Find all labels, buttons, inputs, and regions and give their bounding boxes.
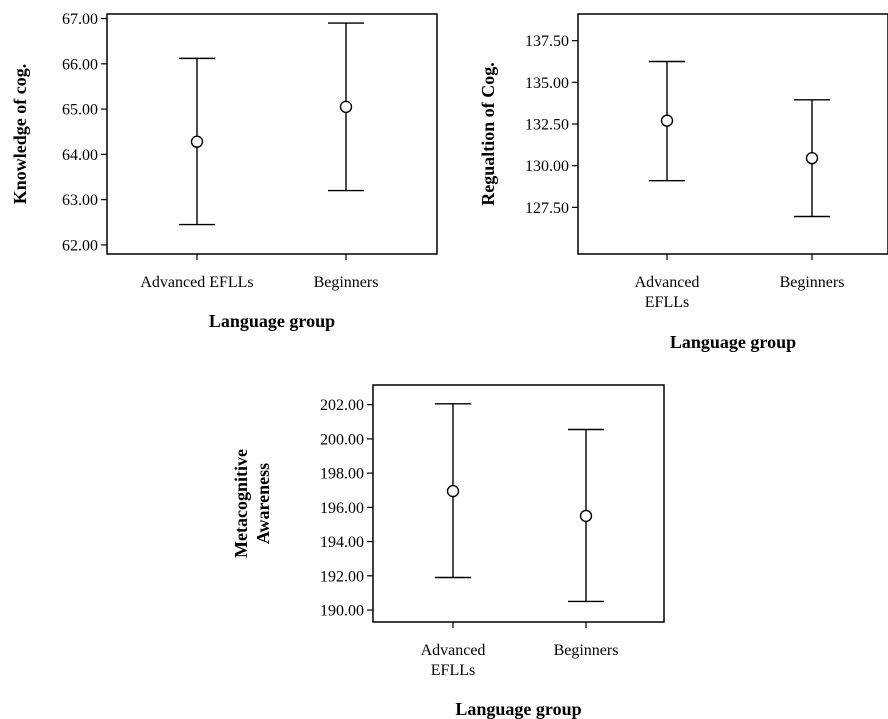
y-tick-label: 127.50 xyxy=(525,200,569,217)
x-category-label: Advanced xyxy=(421,642,486,659)
y-axis-title: Awareness xyxy=(253,463,273,544)
chart-metacognitive-awareness: 190.00 192.00 194.00 196.00 198.00 200.00 202.… xyxy=(231,384,665,719)
plot-frame xyxy=(577,13,888,255)
y-tick-label: 66.00 xyxy=(62,56,98,73)
y-tick-label: 137.50 xyxy=(525,33,569,50)
chart-knowledge-of-cognition: 62.00 63.00 64.00 65.00 66.00 67.00 Advanced E… xyxy=(10,11,438,331)
y-tick-label: 132.50 xyxy=(525,117,569,134)
y-tick-label: 200.00 xyxy=(320,431,364,448)
y-tick-label: 67.00 xyxy=(62,11,98,28)
y-tick-label: 135.00 xyxy=(525,75,569,92)
mean-point-marker xyxy=(805,151,819,165)
x-category-label: Beginners xyxy=(314,274,379,291)
y-axis-title: Knowledge of cog. xyxy=(10,64,30,204)
mean-point-marker xyxy=(660,114,674,127)
mean-point-marker xyxy=(579,509,593,523)
x-category-label: Advanced EFLLs xyxy=(140,274,253,291)
y-tick-label: 194.00 xyxy=(320,534,364,551)
y-axis-title: Metacognitive xyxy=(231,449,251,558)
y-tick-label: 130.00 xyxy=(525,158,569,175)
plot-frame xyxy=(372,384,665,623)
y-tick-label: 198.00 xyxy=(320,466,364,483)
y-tick-label: 202.00 xyxy=(320,397,364,414)
y-axis-title: Regualtion of Cog. xyxy=(478,62,498,206)
y-tick-label: 63.00 xyxy=(62,192,98,209)
y-tick-label: 64.00 xyxy=(62,147,98,164)
x-category-label: Beginners xyxy=(554,642,619,659)
x-category-label: EFLLs xyxy=(645,294,689,311)
plot-frame xyxy=(106,13,438,255)
x-category-label: EFLLs xyxy=(431,662,475,679)
y-tick-label: 65.00 xyxy=(62,102,98,119)
x-axis-title: Language group xyxy=(455,699,581,719)
y-tick-label: 62.00 xyxy=(62,237,98,254)
x-axis-title: Language group xyxy=(209,311,335,331)
x-axis-title: Language group xyxy=(670,332,796,352)
x-category-label: Advanced xyxy=(635,274,700,291)
y-tick-label: 192.00 xyxy=(320,568,364,585)
mean-point-marker xyxy=(446,484,460,498)
x-category-label: Beginners xyxy=(780,274,845,291)
chart-regulation-of-cognition: 127.50 130.00 132.50 135.00 137.50 Advanced EF… xyxy=(478,13,888,352)
y-tick-label: 190.00 xyxy=(320,603,364,620)
y-tick-label: 196.00 xyxy=(320,500,364,517)
mean-point-marker xyxy=(190,135,204,148)
mean-point-marker xyxy=(339,100,353,114)
